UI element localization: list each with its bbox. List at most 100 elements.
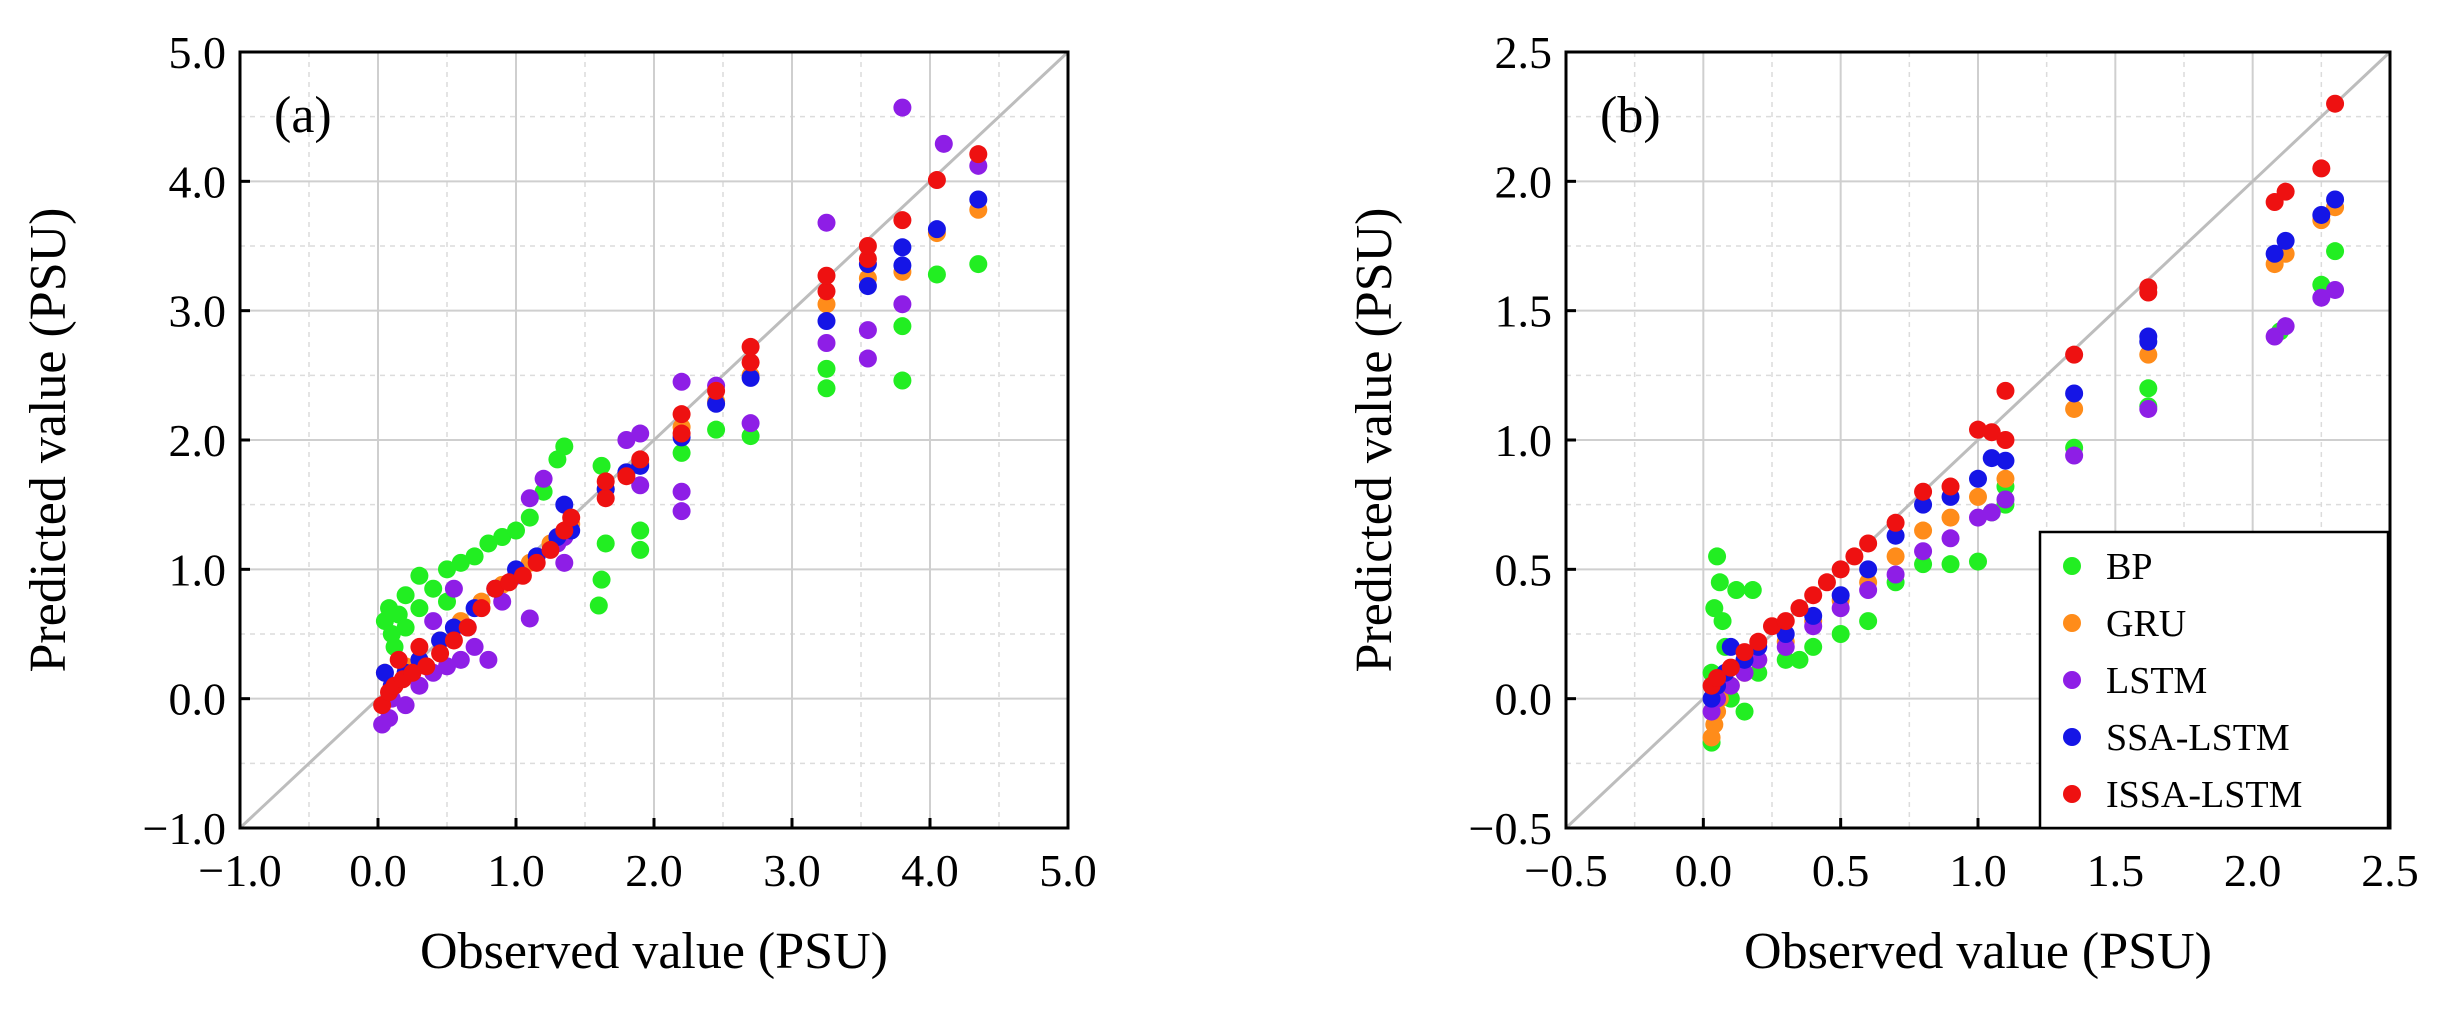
y-tick-label: 4.0 xyxy=(169,156,227,207)
data-point xyxy=(596,489,615,508)
panel-b: −0.5 0.0 0.5 1.0 1.5 2.0 2.5 −0.5 0.0 0.5 1.0 1.5 2.… xyxy=(1346,27,2419,980)
series-lstm xyxy=(1702,280,2345,721)
data-point xyxy=(893,256,912,275)
data-point xyxy=(465,637,484,656)
data-point xyxy=(389,650,408,669)
data-point xyxy=(1804,586,1823,605)
data-point xyxy=(1886,565,1905,584)
data-point xyxy=(631,424,650,443)
data-point xyxy=(2312,159,2331,178)
legend-marker xyxy=(2063,728,2081,746)
x-tick-label: 3.0 xyxy=(763,845,821,896)
y-tick-label: 0.0 xyxy=(1495,674,1553,725)
data-point xyxy=(1735,643,1754,662)
data-point xyxy=(672,443,691,462)
data-point xyxy=(527,553,546,572)
data-point xyxy=(451,650,470,669)
x-tick-label: 0.0 xyxy=(349,845,407,896)
legend-label: LSTM xyxy=(2106,660,2207,702)
data-point xyxy=(1886,513,1905,532)
data-point xyxy=(431,631,450,650)
data-point xyxy=(893,98,912,117)
data-point xyxy=(1982,423,2001,442)
data-point xyxy=(2139,278,2158,297)
data-point xyxy=(541,540,560,559)
data-point xyxy=(1969,508,1987,527)
series-issa-lstm xyxy=(1702,94,2345,695)
data-point xyxy=(1996,431,2015,449)
data-point xyxy=(1721,637,1740,656)
data-point xyxy=(1735,663,1754,682)
legend-box xyxy=(2038,530,2390,830)
data-point xyxy=(1776,612,1795,631)
data-point xyxy=(617,431,636,449)
data-point xyxy=(555,437,574,456)
data-point xyxy=(817,312,836,331)
data-point xyxy=(741,337,760,356)
y-axis-title: Predicted value (PSU) xyxy=(20,207,77,672)
data-point xyxy=(1790,650,1809,669)
data-point xyxy=(534,482,553,501)
data-point xyxy=(893,371,912,390)
data-point xyxy=(707,381,726,400)
data-point xyxy=(1914,542,1933,561)
data-point xyxy=(672,482,691,501)
y-tick-label: 1.0 xyxy=(1495,415,1553,466)
data-point xyxy=(1845,547,1864,566)
y-tick-label: 2.5 xyxy=(1495,27,1553,78)
data-point xyxy=(500,573,519,592)
data-point xyxy=(934,134,953,153)
y-tick-label: 1.0 xyxy=(169,544,227,595)
data-point xyxy=(410,566,429,585)
y-tick-label: 1.5 xyxy=(1495,286,1553,337)
data-point xyxy=(2276,231,2295,250)
data-point xyxy=(1749,632,1768,651)
data-point xyxy=(1996,469,2015,488)
data-point xyxy=(520,609,539,628)
data-point xyxy=(969,190,988,209)
data-point xyxy=(1790,599,1809,618)
data-point xyxy=(2276,182,2295,201)
data-point xyxy=(555,553,574,572)
data-point xyxy=(1831,560,1850,579)
data-point xyxy=(1776,650,1795,669)
data-point xyxy=(438,560,456,579)
data-point xyxy=(858,277,877,296)
data-point xyxy=(444,631,463,650)
data-point xyxy=(672,405,691,424)
data-point xyxy=(520,489,539,508)
data-point xyxy=(1914,521,1933,540)
data-point xyxy=(707,394,726,413)
data-point xyxy=(410,599,429,618)
data-point xyxy=(672,372,691,391)
y-tick-label: 2.0 xyxy=(169,415,227,466)
data-point xyxy=(520,508,539,527)
data-point xyxy=(2265,244,2284,263)
data-point xyxy=(493,528,512,546)
data-point xyxy=(1886,526,1905,545)
data-point xyxy=(1969,552,1987,571)
data-point xyxy=(2139,379,2158,398)
data-point xyxy=(893,295,912,314)
data-point xyxy=(893,211,912,230)
data-point xyxy=(1969,487,1987,506)
data-point xyxy=(410,637,429,656)
x-tick-label: 0.5 xyxy=(1812,845,1870,896)
data-point xyxy=(396,586,415,605)
data-point xyxy=(1982,449,2001,468)
data-point xyxy=(1859,560,1878,579)
data-point xyxy=(1763,617,1781,636)
data-point xyxy=(479,650,498,669)
data-point xyxy=(2326,190,2345,209)
data-point xyxy=(1941,529,1960,548)
data-point xyxy=(534,469,553,488)
data-point xyxy=(486,579,505,598)
data-point xyxy=(2065,384,2084,403)
data-point xyxy=(858,249,877,268)
data-point xyxy=(479,534,498,553)
x-axis-title: Observed value (PSU) xyxy=(1744,923,2212,980)
data-point xyxy=(927,265,946,284)
data-point xyxy=(2326,242,2345,261)
data-point xyxy=(817,334,836,352)
data-point xyxy=(1705,599,1724,618)
